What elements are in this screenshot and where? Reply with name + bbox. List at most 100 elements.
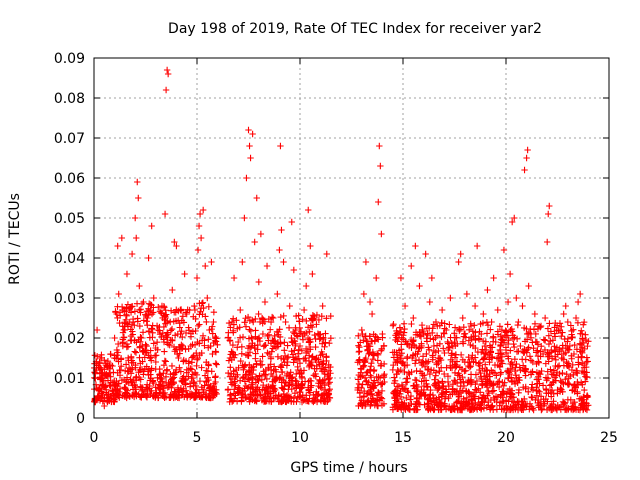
data-point-cloud [438, 319, 445, 327]
data-point-cloud [418, 321, 426, 329]
data-point-cloud [174, 391, 182, 399]
data-point-cloud [579, 396, 587, 403]
data-point [401, 302, 409, 310]
data-point-cloud [128, 321, 136, 329]
data-point [570, 350, 578, 358]
data-point-cloud [247, 327, 255, 335]
data-point-cloud [550, 398, 557, 405]
data-point-cloud [188, 392, 195, 400]
data-point [194, 246, 202, 254]
data-point [581, 370, 588, 378]
data-point [98, 394, 105, 402]
data-point-cloud [241, 378, 249, 385]
data-point-cloud [420, 382, 428, 390]
data-point-cloud [152, 344, 159, 352]
y-tick-label: 0.02 [54, 331, 85, 347]
data-point-cloud [389, 366, 397, 374]
data-point-cloud [558, 379, 566, 386]
data-point-cloud [198, 364, 205, 371]
data-point-cloud [543, 406, 551, 414]
data-point-cloud [305, 357, 313, 365]
data-point-cloud [425, 344, 432, 351]
y-tick-label: 0.06 [54, 171, 85, 187]
data-point [197, 234, 205, 242]
data-point-cloud [529, 381, 536, 388]
data-point-cloud [429, 356, 436, 363]
data-point-cloud [489, 333, 497, 340]
data-point-cloud [545, 332, 553, 339]
data-point [443, 326, 450, 334]
data-point-cloud [552, 356, 559, 364]
data-point-cloud [490, 381, 497, 388]
data-point-cloud [405, 369, 412, 377]
data-point-cloud [555, 327, 562, 334]
data-point-cloud [443, 388, 450, 395]
data-point-cloud [522, 400, 529, 408]
data-point-cloud [204, 381, 212, 388]
data-point-cloud [491, 396, 498, 404]
data-point-cloud [507, 360, 514, 368]
data-point-cloud [165, 383, 173, 390]
data-point-cloud [420, 359, 427, 367]
data-point-cloud [251, 344, 259, 352]
data-point-cloud [423, 383, 431, 391]
data-point [566, 342, 574, 350]
data-point-cloud [324, 371, 331, 378]
data-point [368, 310, 376, 318]
data-point [418, 386, 425, 394]
data-point [210, 318, 217, 326]
data-point-cloud [378, 387, 386, 395]
data-point-cloud [423, 338, 431, 345]
data-point-cloud [306, 377, 314, 384]
data-point [545, 210, 552, 218]
data-point [515, 318, 522, 326]
data-point [185, 366, 192, 374]
data-point-cloud [200, 389, 207, 396]
data-point-cloud [305, 363, 313, 371]
data-point-cloud [141, 354, 148, 361]
data-point-cloud [367, 363, 375, 370]
data-point [163, 66, 171, 74]
data-point [502, 346, 510, 354]
data-point-cloud [137, 306, 144, 313]
data-point [441, 370, 448, 378]
data-point-cloud [482, 338, 490, 345]
data-point [140, 298, 147, 306]
data-point-cloud [277, 313, 284, 321]
data-point-cloud [504, 321, 511, 328]
data-point-cloud [558, 333, 565, 340]
data-point [568, 366, 576, 374]
data-point [112, 386, 119, 394]
data-point [290, 266, 298, 274]
data-point-cloud [577, 348, 584, 355]
data-point [576, 290, 584, 298]
data-point-cloud [567, 322, 575, 329]
data-point-cloud [316, 331, 323, 338]
data-point-cloud [521, 395, 528, 403]
data-point-cloud [363, 369, 370, 377]
data-point [354, 386, 361, 394]
data-point [513, 294, 520, 302]
data-point [196, 210, 204, 218]
data-point [315, 382, 322, 390]
data-point-cloud [534, 380, 541, 387]
data-point-cloud [364, 368, 371, 376]
data-point [476, 366, 483, 374]
data-point-cloud [481, 342, 489, 350]
data-point-cloud [234, 344, 241, 351]
data-point-cloud [564, 335, 572, 342]
data-point-cloud [456, 400, 464, 407]
data-point [125, 306, 133, 314]
data-point-cloud [487, 326, 494, 333]
data-point-cloud [173, 346, 181, 353]
data-point-cloud [380, 400, 388, 408]
data-point-cloud [547, 388, 554, 396]
data-point-cloud [136, 343, 144, 350]
data-point-cloud [573, 369, 580, 376]
data-point-cloud [425, 403, 432, 410]
data-point-cloud [578, 379, 585, 386]
data-point-cloud [543, 386, 550, 394]
data-point-cloud [156, 371, 163, 378]
data-point [552, 362, 559, 370]
data-point-cloud [393, 327, 400, 335]
